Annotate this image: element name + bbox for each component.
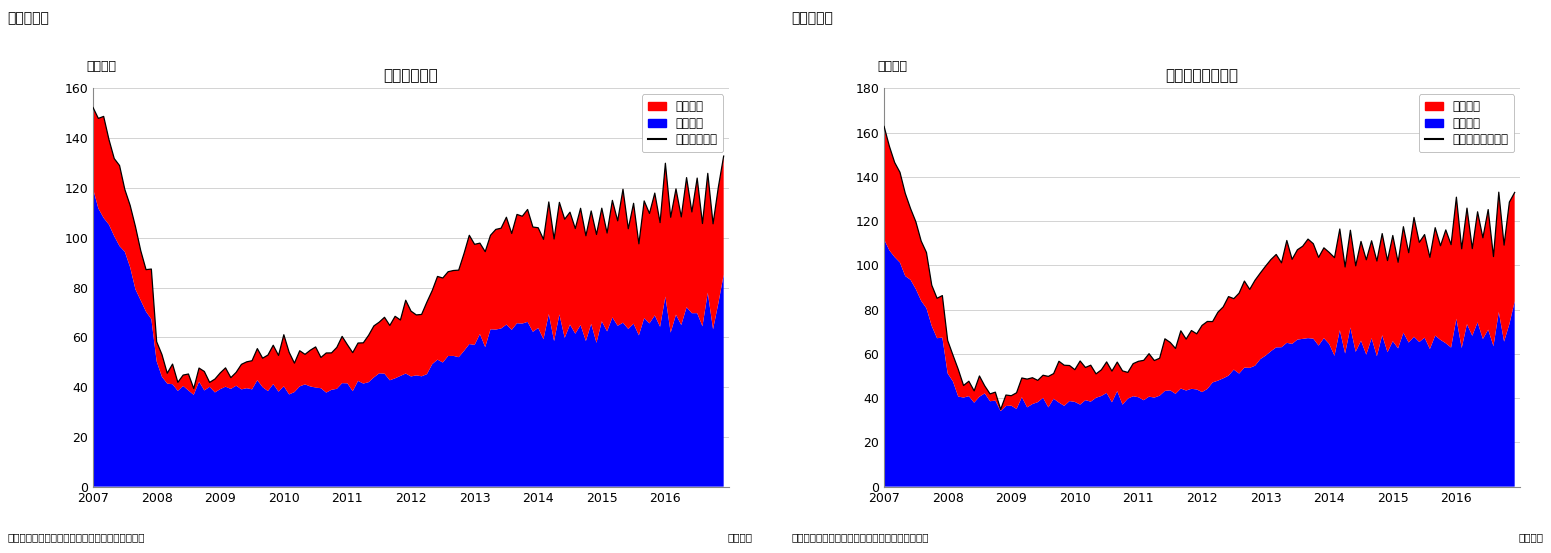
Text: （万件）: （万件） (878, 60, 907, 72)
Title: 住宅着工許可件数: 住宅着工許可件数 (1165, 68, 1239, 83)
Text: （資料）センサス局よりニッセイ基礎研究所作成: （資料）センサス局よりニッセイ基礎研究所作成 (791, 532, 929, 542)
Text: （資料）センサス局よりニッセイ基礎研究所作成: （資料）センサス局よりニッセイ基礎研究所作成 (8, 532, 146, 542)
Text: （図表１）: （図表１） (8, 11, 50, 25)
Text: （万件）: （万件） (87, 60, 116, 72)
Legend: 集合住宅, 一戸建て, 住宅着工件数: 集合住宅, 一戸建て, 住宅着工件数 (642, 95, 723, 152)
Text: （月次）: （月次） (1518, 532, 1543, 542)
Text: （月次）: （月次） (727, 532, 752, 542)
Title: 住宅着工件数: 住宅着工件数 (383, 68, 439, 83)
Legend: 集合住宅, 一戸建て, 住宅建築許可件数: 集合住宅, 一戸建て, 住宅建築許可件数 (1419, 95, 1514, 152)
Text: （図表２）: （図表２） (791, 11, 833, 25)
